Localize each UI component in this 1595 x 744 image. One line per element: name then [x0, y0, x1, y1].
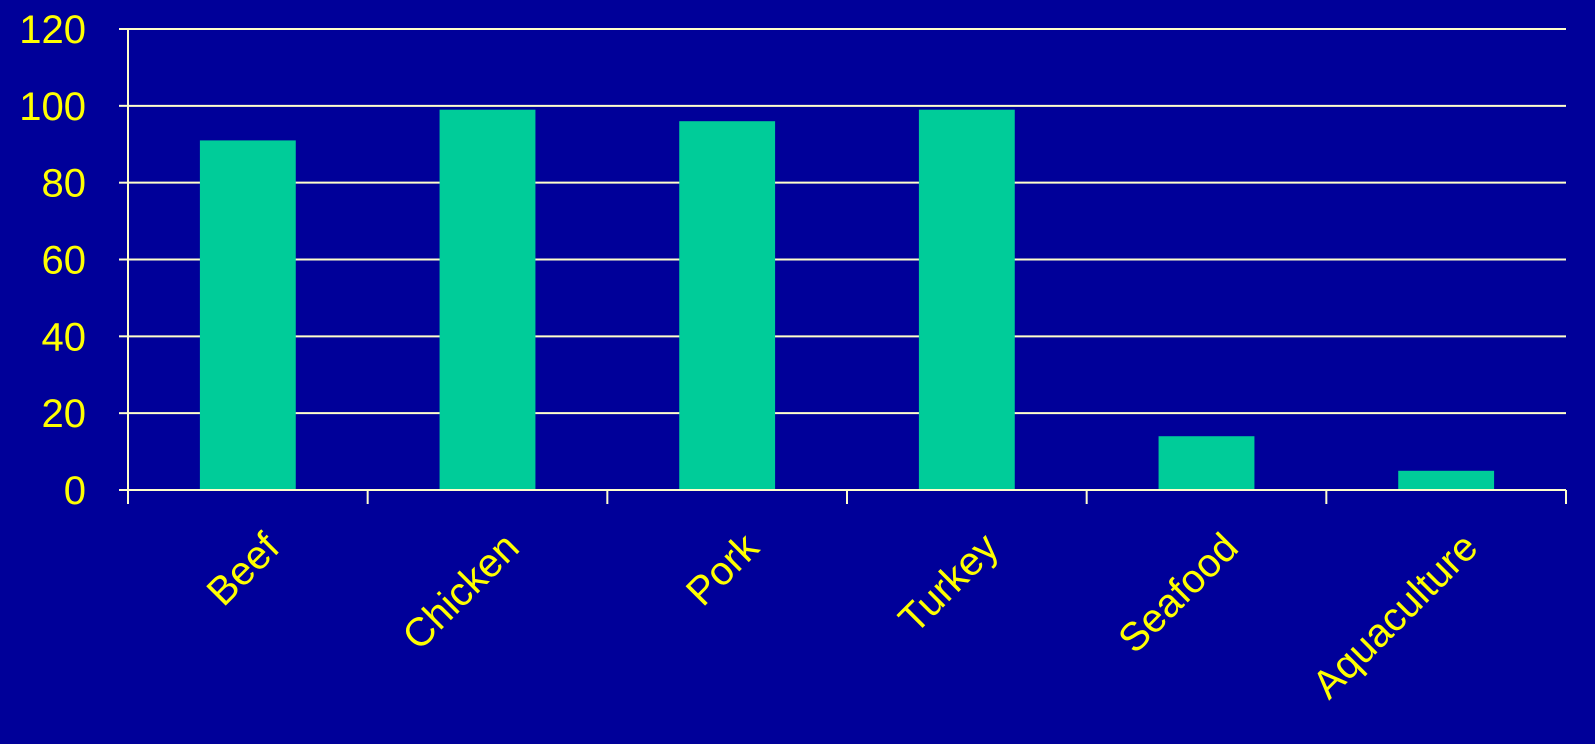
- x-category-label: Chicken: [394, 525, 527, 658]
- y-tick-label: 120: [19, 8, 86, 52]
- y-tick-label: 100: [19, 85, 86, 129]
- x-category-label: Aquaculture: [1304, 525, 1486, 707]
- x-category-label: Seafood: [1110, 525, 1246, 661]
- axes: [119, 28, 1567, 504]
- bars: [199, 109, 1495, 491]
- y-tick-label: 20: [42, 392, 87, 436]
- y-tick-label: 60: [42, 239, 87, 283]
- bar-beef: [199, 140, 296, 491]
- x-category-labels: Beef Chicken Pork Turkey Seafood Aquaculture: [199, 524, 1487, 707]
- y-tick-labels: 0 20 40 60 80 100 120: [19, 8, 86, 513]
- bar-pork: [679, 121, 776, 490]
- bar-aquaculture: [1398, 470, 1495, 490]
- y-tick-label: 0: [64, 469, 86, 513]
- bar-seafood: [1158, 436, 1255, 490]
- x-category-label: Pork: [678, 524, 768, 614]
- x-category-label: Beef: [199, 524, 289, 614]
- gridlines: [128, 28, 1566, 415]
- bar-turkey: [918, 109, 1015, 491]
- x-category-label: Turkey: [890, 525, 1007, 642]
- y-tick-label: 40: [42, 315, 87, 359]
- bar-chicken: [439, 109, 536, 491]
- y-tick-label: 80: [42, 162, 87, 206]
